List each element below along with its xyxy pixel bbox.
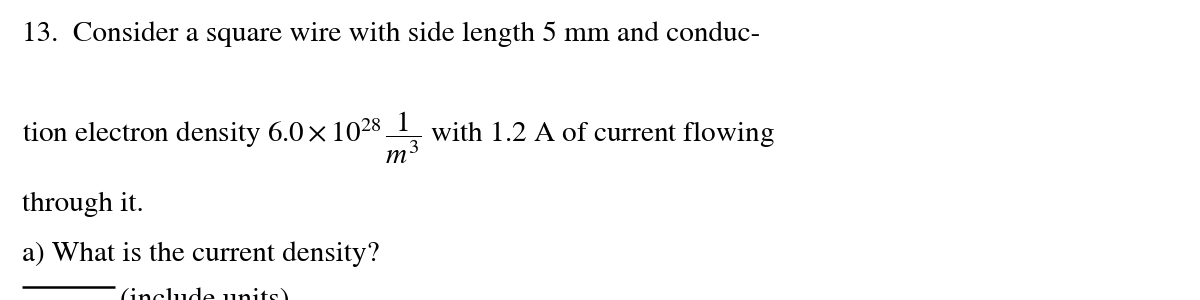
Text: 13.  Consider a square wire with side length 5 mm and conduc-: 13. Consider a square wire with side len… — [22, 21, 760, 47]
Text: tion electron density $6.0 \times 10^{28}\,\dfrac{1}{m^3}$ with 1.2 A of current: tion electron density $6.0 \times 10^{28… — [22, 110, 774, 166]
Text: through it.: through it. — [22, 192, 143, 217]
Text: (include units): (include units) — [120, 288, 289, 300]
Text: a) What is the current density?: a) What is the current density? — [22, 242, 379, 267]
